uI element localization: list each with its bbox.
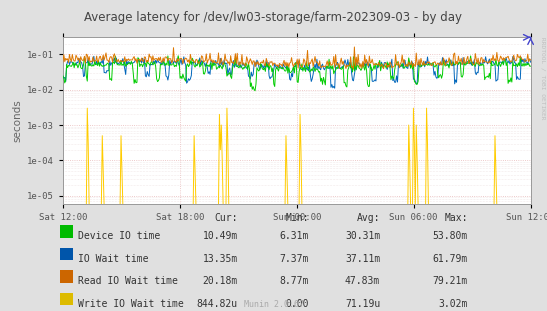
Text: 3.02m: 3.02m (438, 299, 468, 309)
Text: 10.49m: 10.49m (203, 231, 238, 241)
Text: 79.21m: 79.21m (433, 276, 468, 286)
Text: 0.00: 0.00 (286, 299, 309, 309)
Text: 47.83m: 47.83m (345, 276, 380, 286)
Text: Max:: Max: (444, 213, 468, 223)
Text: 7.37m: 7.37m (280, 254, 309, 264)
Text: 30.31m: 30.31m (345, 231, 380, 241)
Text: Cur:: Cur: (214, 213, 238, 223)
Text: 53.80m: 53.80m (433, 231, 468, 241)
Text: Read IO Wait time: Read IO Wait time (78, 276, 178, 286)
Text: 8.77m: 8.77m (280, 276, 309, 286)
Text: Munin 2.0.67: Munin 2.0.67 (243, 299, 304, 309)
Text: 37.11m: 37.11m (345, 254, 380, 264)
Text: 61.79m: 61.79m (433, 254, 468, 264)
Text: 844.82u: 844.82u (197, 299, 238, 309)
Text: Average latency for /dev/lw03-storage/farm-202309-03 - by day: Average latency for /dev/lw03-storage/fa… (84, 11, 463, 24)
Y-axis label: seconds: seconds (13, 99, 23, 142)
Text: RRDTOOL / TOBI OETIKER: RRDTOOL / TOBI OETIKER (541, 37, 546, 120)
Text: Avg:: Avg: (357, 213, 380, 223)
Text: Write IO Wait time: Write IO Wait time (78, 299, 183, 309)
Text: Min:: Min: (286, 213, 309, 223)
Text: Device IO time: Device IO time (78, 231, 160, 241)
Text: 6.31m: 6.31m (280, 231, 309, 241)
Text: 13.35m: 13.35m (203, 254, 238, 264)
Text: 71.19u: 71.19u (345, 299, 380, 309)
Text: IO Wait time: IO Wait time (78, 254, 148, 264)
Text: 20.18m: 20.18m (203, 276, 238, 286)
